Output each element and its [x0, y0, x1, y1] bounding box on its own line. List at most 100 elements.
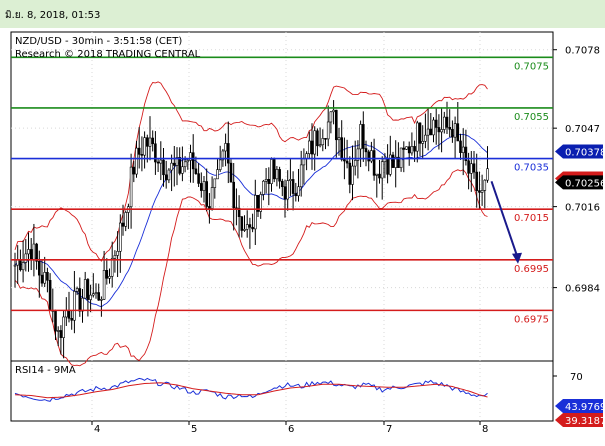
- level-label: 0.6995: [514, 264, 549, 275]
- candle: [229, 159, 233, 183]
- candle: [486, 146, 489, 183]
- candle: [407, 141, 411, 166]
- candle: [388, 135, 392, 177]
- candle: [62, 310, 65, 359]
- candle: [232, 163, 235, 231]
- level-label: 0.7035: [514, 163, 549, 174]
- candle: [13, 252, 17, 288]
- candle: [40, 260, 44, 287]
- day-label: 4: [94, 424, 100, 435]
- candle: [243, 215, 246, 232]
- candle: [175, 147, 179, 186]
- candle: [132, 160, 136, 183]
- candle: [402, 141, 406, 173]
- price-marker: 0.70256: [555, 175, 605, 190]
- rsi-value-marker: 43.9769: [555, 399, 605, 413]
- candle: [46, 267, 49, 293]
- candle: [202, 175, 206, 203]
- candle: [162, 148, 165, 187]
- candle: [151, 130, 154, 152]
- candle: [418, 122, 422, 157]
- candle: [429, 113, 433, 136]
- candle: [173, 145, 176, 187]
- candle: [372, 138, 376, 181]
- candle: [100, 296, 103, 317]
- rsi-ma-line: [14, 382, 488, 399]
- candle: [329, 111, 333, 134]
- price-tick-label: 0.7016: [565, 203, 600, 214]
- lower-band-line: [14, 169, 488, 367]
- candle: [278, 166, 281, 189]
- day-label: 7: [386, 424, 392, 435]
- candle: [426, 108, 430, 151]
- candle: [397, 142, 400, 168]
- price-tick-label: 0.7047: [565, 124, 600, 135]
- candle: [451, 120, 454, 143]
- candle: [380, 156, 384, 200]
- candle: [286, 170, 290, 211]
- candle: [224, 133, 227, 167]
- candle: [337, 127, 341, 156]
- candle: [21, 240, 25, 283]
- price-marker: 0.70378: [555, 144, 605, 159]
- svg-text:43.9769: 43.9769: [565, 402, 605, 413]
- candle: [129, 153, 133, 229]
- candle: [440, 107, 443, 153]
- candle: [448, 109, 452, 138]
- candle: [415, 120, 419, 163]
- candle: [164, 160, 168, 189]
- candle: [405, 146, 408, 150]
- candle: [378, 159, 381, 184]
- candle: [434, 108, 438, 145]
- candle: [289, 159, 292, 196]
- candle: [140, 136, 144, 172]
- candle: [35, 242, 38, 270]
- price-marker-label: 0.70378: [565, 147, 605, 158]
- candle: [156, 159, 160, 173]
- rsi-tick-label: 70: [570, 372, 583, 383]
- candle: [321, 129, 325, 152]
- candle: [216, 159, 219, 180]
- candle: [294, 182, 298, 202]
- candle: [421, 125, 425, 160]
- candle: [478, 171, 481, 210]
- candle: [375, 173, 379, 198]
- candle: [432, 117, 435, 143]
- candle: [73, 270, 76, 334]
- candle: [394, 140, 398, 188]
- candle: [178, 147, 181, 176]
- candle: [148, 116, 152, 161]
- level-label: 0.7055: [514, 112, 549, 123]
- candle: [116, 231, 119, 278]
- candle: [370, 141, 373, 164]
- candle: [254, 179, 257, 246]
- forecast-arrow: [490, 180, 522, 264]
- day-label: 5: [191, 424, 197, 435]
- price-tick-label: 0.7078: [565, 46, 600, 57]
- candle: [410, 132, 414, 156]
- candle: [361, 111, 365, 162]
- timestamp-bar: มิ.ย. 8, 2018, 01:53: [0, 0, 605, 28]
- candle: [437, 114, 441, 150]
- candle: [318, 127, 322, 148]
- candle: [197, 163, 200, 187]
- candle: [297, 168, 300, 202]
- candle: [200, 172, 203, 198]
- support-resistance-levels: 0.7075 0.7055 0.7035 0.7015 0.6995 0.6975: [11, 56, 553, 325]
- level-label: 0.6975: [514, 314, 549, 325]
- candle: [92, 273, 95, 298]
- candle: [480, 174, 484, 206]
- candle: [364, 140, 368, 167]
- candle: [334, 109, 338, 158]
- rsi-series: 70 43.9769 39.3187: [14, 372, 605, 427]
- candle: [186, 159, 190, 170]
- candle: [143, 131, 146, 169]
- candle: [310, 123, 314, 170]
- candle: [345, 139, 349, 169]
- price-marker-label: 0.70256: [565, 178, 605, 189]
- candle: [27, 232, 30, 272]
- svg-text:39.3187: 39.3187: [565, 416, 605, 427]
- candle: [307, 131, 311, 159]
- candle: [105, 258, 109, 285]
